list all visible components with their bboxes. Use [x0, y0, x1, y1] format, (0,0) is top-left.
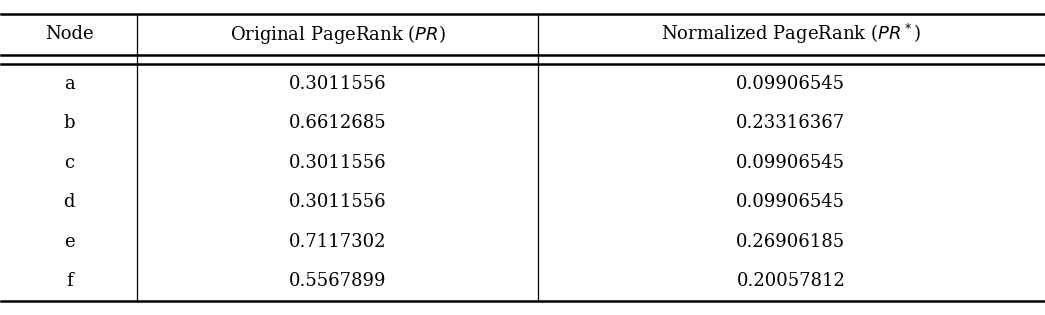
Text: 0.23316367: 0.23316367: [737, 114, 845, 133]
Text: 0.09906545: 0.09906545: [737, 75, 845, 93]
Text: 0.5567899: 0.5567899: [288, 272, 387, 290]
Text: Normalized PageRank ($PR^*$): Normalized PageRank ($PR^*$): [660, 22, 921, 46]
Text: 0.26906185: 0.26906185: [737, 233, 845, 251]
Text: d: d: [64, 193, 75, 211]
Text: 0.09906545: 0.09906545: [737, 193, 845, 211]
Text: 0.20057812: 0.20057812: [737, 272, 845, 290]
Text: 0.7117302: 0.7117302: [288, 233, 387, 251]
Text: Node: Node: [45, 26, 93, 43]
Text: a: a: [64, 75, 74, 93]
Text: e: e: [64, 233, 74, 251]
Text: f: f: [66, 272, 72, 290]
Text: Original PageRank ($PR$): Original PageRank ($PR$): [230, 23, 445, 46]
Text: 0.3011556: 0.3011556: [288, 193, 387, 211]
Text: 0.3011556: 0.3011556: [288, 75, 387, 93]
Text: 0.3011556: 0.3011556: [288, 154, 387, 172]
Text: 0.09906545: 0.09906545: [737, 154, 845, 172]
Text: c: c: [64, 154, 74, 172]
Text: b: b: [64, 114, 75, 133]
Text: 0.6612685: 0.6612685: [288, 114, 387, 133]
